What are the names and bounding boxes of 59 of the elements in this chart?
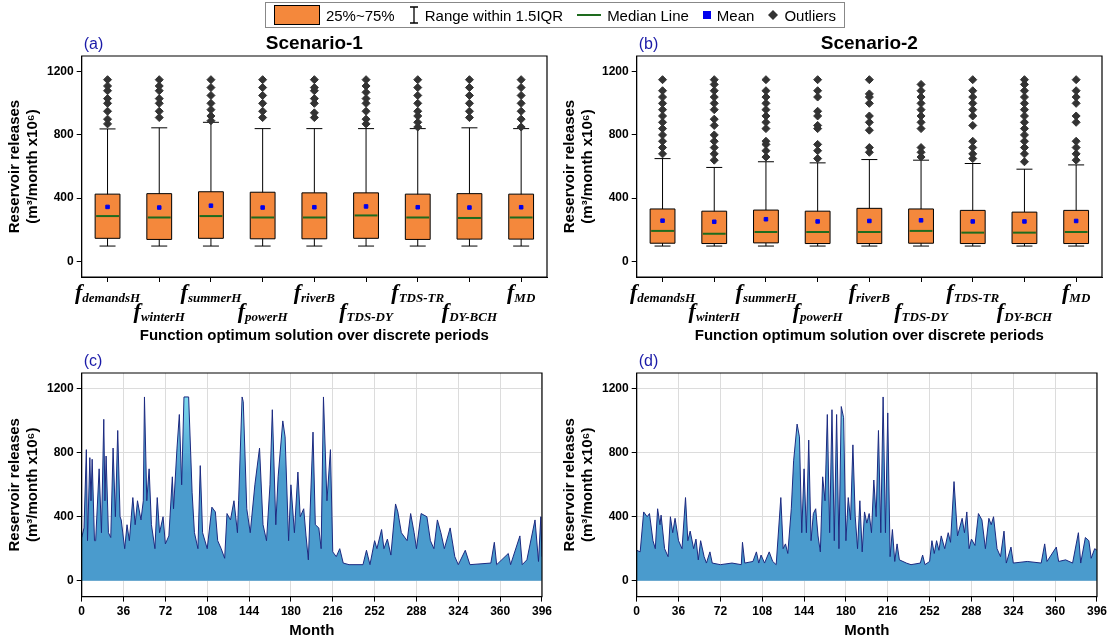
y-axis-title: Reservoir releases (m³/month x10⁶) <box>560 418 596 552</box>
x-tick-label: 108 <box>197 604 218 619</box>
x-tick-label: 396 <box>531 604 553 619</box>
y-tick-label: 800 <box>53 445 75 460</box>
y-tick-label: 0 <box>67 253 75 268</box>
x-tick-label: 288 <box>961 604 982 619</box>
y-tick-label: 1200 <box>46 64 75 79</box>
y-tick-label: 800 <box>608 127 630 142</box>
x-tick-label: 216 <box>322 604 344 619</box>
x-tick-label: 72 <box>158 604 173 619</box>
x-axis-title: Month <box>289 621 335 639</box>
x-tick-label: 324 <box>1003 604 1024 619</box>
x-tick-label: 36 <box>116 604 131 619</box>
text: Range within 1.5IQR <box>424 6 564 24</box>
x-tick-label: 144 <box>794 604 815 619</box>
x-tick-label: 252 <box>364 604 385 619</box>
y-tick-label: 400 <box>53 509 75 524</box>
x-tick-label: 108 <box>752 604 773 619</box>
y-tick-label: 800 <box>608 445 630 460</box>
x-tick-label: 180 <box>835 604 857 619</box>
y-axis-title: Reservoir releases (m³/month x10⁶) <box>560 99 596 234</box>
y-tick-label: 1200 <box>46 381 75 396</box>
y-tick-label: 0 <box>67 572 75 587</box>
x-tick-label: 72 <box>713 604 728 619</box>
x-tick-label: 216 <box>877 604 899 619</box>
text: Median Line <box>607 6 689 24</box>
text: Mean <box>716 6 755 24</box>
x-tick-label: 288 <box>406 604 427 619</box>
y-axis-title: Reservoir releases (m³/month x10⁶) <box>5 99 41 234</box>
chart-title: Scenario-1 <box>265 31 364 53</box>
y-tick-label: 0 <box>622 253 630 268</box>
x-tick-label: 0 <box>633 604 641 619</box>
y-tick-label: 0 <box>622 572 630 587</box>
legend-label: 25%~75% <box>325 6 395 24</box>
y-tick-label: 1200 <box>601 381 630 396</box>
x-tick-label: 36 <box>671 604 686 619</box>
y-axis-title: Reservoir releases (m³/month x10⁶) <box>5 418 41 552</box>
y-tick-label: 800 <box>53 127 75 142</box>
chart-subtitle: (c) <box>83 352 103 370</box>
chart-subtitle: (a) <box>83 35 104 53</box>
x-tick-label: 396 <box>1086 604 1108 619</box>
y-tick-label: 400 <box>608 190 630 205</box>
y-tick-label: 1200 <box>601 64 630 79</box>
x-tick-label: 360 <box>1045 604 1066 619</box>
x-tick-label: 0 <box>78 604 86 619</box>
x-tick-label: 180 <box>280 604 302 619</box>
text: Outliers <box>784 6 837 24</box>
chart-title: Scenario-2 <box>820 31 918 53</box>
x-tick-label: 144 <box>239 604 260 619</box>
x-axis-title: Month <box>844 621 890 639</box>
x-tick-label: 252 <box>919 604 940 619</box>
chart-subtitle: (d) <box>638 352 659 370</box>
x-axis-title: Function optimum solution over discrete periods <box>139 326 489 344</box>
x-tick-label: 324 <box>448 604 469 619</box>
x-tick-label: 360 <box>490 604 511 619</box>
y-tick-label: 400 <box>53 190 75 205</box>
y-tick-label: 400 <box>608 509 630 524</box>
chart-subtitle: (b) <box>638 35 659 53</box>
x-axis-title: Function optimum solution over discrete periods <box>694 326 1044 344</box>
